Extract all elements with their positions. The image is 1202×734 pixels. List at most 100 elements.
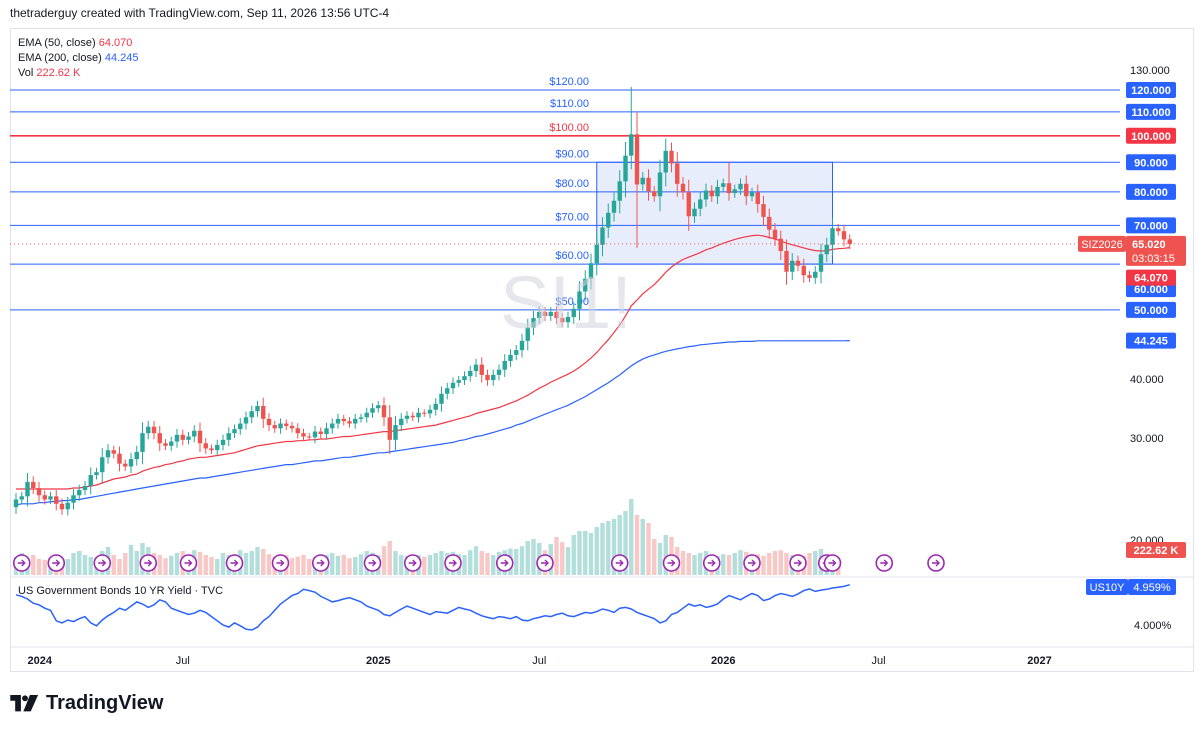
candle-body [646, 177, 651, 192]
volume-bar [594, 527, 599, 575]
candle-body [657, 172, 663, 197]
candle-body [548, 311, 553, 316]
candle-body [692, 208, 697, 217]
level-axis-tag: 90.000 [1134, 157, 1168, 169]
candle-body [456, 380, 461, 383]
event-arrow [276, 559, 285, 567]
volume-bar [698, 553, 703, 575]
ema50-line [16, 234, 850, 490]
event-arrow [52, 559, 61, 567]
candle-body [364, 412, 369, 418]
event-arrow [615, 559, 624, 567]
candle-body [358, 417, 364, 419]
candle-body [381, 405, 387, 418]
candle-body [123, 463, 128, 467]
volume-bar [307, 559, 312, 575]
candle-body [744, 183, 749, 197]
volume-bar [197, 551, 203, 575]
volume-bar [629, 499, 634, 575]
volume-bar [468, 550, 473, 575]
candle-body [847, 239, 852, 244]
volume-bar [491, 555, 496, 575]
level-label: $110.00 [550, 98, 589, 110]
yield-value-label: 4.959% [1133, 582, 1171, 594]
volume-bar [31, 555, 36, 575]
event-arrow [184, 559, 193, 567]
volume-bar [439, 551, 444, 575]
legend-ema50[interactable]: EMA (50, close) 64.070 [18, 37, 133, 49]
yield-pane: 4.000% US10Y 4.959% [10, 576, 1194, 632]
candle-body [479, 364, 484, 375]
candle-body [824, 244, 829, 255]
event-arrow [828, 559, 837, 567]
candle-body [19, 496, 24, 500]
candle-body [617, 181, 622, 201]
price-axis-tick: 40.000 [1130, 374, 1164, 386]
last-price-tag: 65.020 [1132, 239, 1166, 251]
volume-bar [657, 543, 663, 575]
volume-bar [381, 546, 387, 575]
candle-body [192, 430, 197, 437]
candle-body [100, 457, 105, 473]
candle-body [163, 443, 168, 446]
candle-body [249, 411, 254, 418]
volume-bar [680, 551, 686, 575]
volume-bar [479, 551, 484, 575]
candle-body [502, 360, 507, 370]
candle-body [232, 429, 237, 434]
candle-body [634, 134, 640, 185]
level-label: $80.00 [555, 178, 589, 190]
candle-body [801, 265, 806, 276]
countdown-tag: 03:03:15 [1132, 253, 1175, 265]
candle-body [330, 423, 335, 429]
volume-bar [82, 555, 88, 575]
candle-body [669, 150, 674, 164]
price-axis: 130.00040.00030.00020.000120.000110.0001… [1078, 65, 1186, 558]
event-arrow [707, 559, 716, 567]
candle-body [531, 318, 536, 328]
level-label: $70.00 [555, 211, 589, 223]
event-arrow [449, 559, 457, 567]
yield-legend[interactable]: US Government Bonds 10 YR Yield · TVC [18, 585, 224, 597]
volume-bar [243, 553, 249, 575]
volume-axis-tag-bg [1126, 542, 1186, 558]
volume-bar [473, 546, 479, 575]
volume-bar [634, 515, 640, 575]
candle-body [790, 260, 795, 272]
candle-body [485, 374, 490, 381]
candle-body [439, 393, 444, 404]
candle-body [71, 495, 76, 503]
volume-bar [623, 511, 628, 575]
event-arrow [17, 559, 26, 567]
candle-body [128, 459, 134, 467]
legend-volume[interactable]: Vol 222.62 K [18, 67, 81, 79]
candle-body [318, 431, 323, 435]
volume-bar [301, 555, 306, 575]
volume-bar [347, 558, 352, 575]
candle-body [289, 425, 295, 429]
candle-body [105, 450, 111, 458]
symbol-tag: SIZ2026 [1081, 239, 1123, 251]
event-arrow [500, 559, 509, 567]
candle-body [686, 192, 691, 217]
tradingview-logo[interactable]: TradingView [10, 692, 163, 715]
volume-bar [174, 553, 180, 575]
candle-body [422, 412, 427, 414]
ema200-line [15, 340, 850, 506]
tradingview-logo-icon [10, 694, 39, 711]
candle-body [111, 450, 116, 454]
candle-body [778, 238, 783, 252]
candle-body [761, 204, 766, 217]
legend-ema200[interactable]: EMA (200, close) 44.245 [18, 52, 139, 64]
volume-bar [514, 549, 519, 575]
volume-bar [784, 553, 789, 575]
candle-body [416, 412, 421, 418]
time-axis-label: 2024 [28, 655, 53, 667]
us10y-line [15, 583, 851, 631]
candle-body [25, 481, 30, 497]
time-axis: 2024 Jul 2025 Jul 2026 Jul 2027 [10, 646, 1194, 667]
volume-bar [588, 533, 594, 575]
range-box [596, 161, 833, 265]
candle-body [410, 415, 415, 418]
